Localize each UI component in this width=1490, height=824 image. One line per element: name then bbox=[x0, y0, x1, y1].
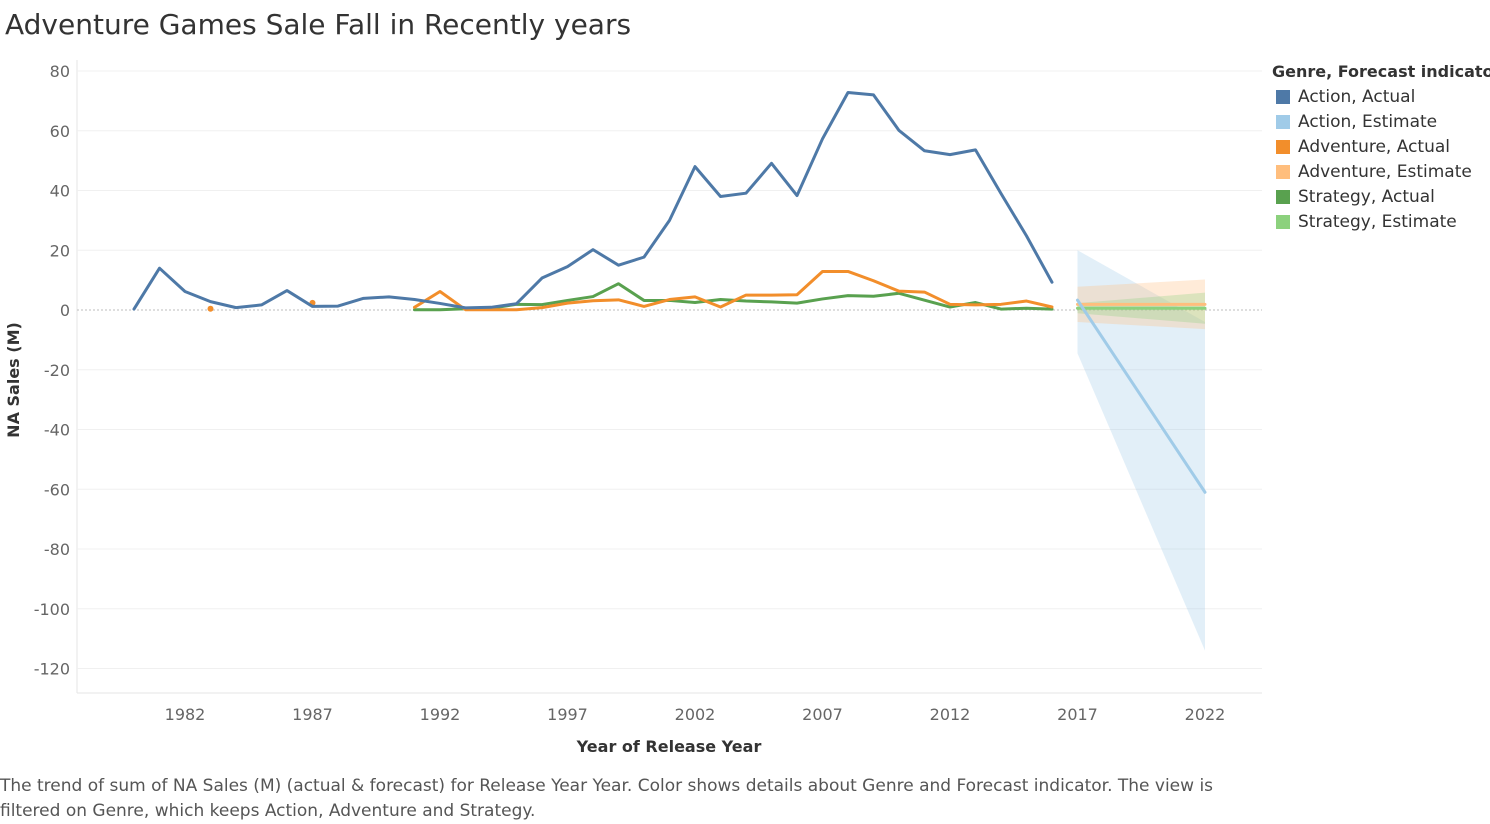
y-tick-label: -40 bbox=[44, 421, 70, 440]
x-tick-label: 1987 bbox=[292, 705, 333, 724]
x-tick-label: 2017 bbox=[1057, 705, 1098, 724]
y-axis-title: NA Sales (M) bbox=[4, 322, 23, 438]
x-axis-ticks: 1982 1987 1992 1997 2002 2007 2012 2017 2022 bbox=[165, 705, 1226, 724]
y-tick-label: -80 bbox=[44, 540, 70, 559]
y-tick-label: 40 bbox=[50, 182, 70, 201]
y-tick-label: -100 bbox=[34, 600, 70, 619]
legend-swatch bbox=[1276, 89, 1290, 104]
chart-title: Adventure Games Sale Fall in Recently ye… bbox=[5, 8, 632, 41]
legend-item[interactable]: Strategy, Estimate bbox=[1272, 209, 1486, 234]
legend-item[interactable]: Adventure, Estimate bbox=[1272, 159, 1486, 184]
y-axis-ticks: 80 60 40 20 0 -20 -40 -60 -80 -100 -120 bbox=[34, 62, 70, 679]
series-line-0 bbox=[132, 91, 1054, 311]
legend-items: Action, Actual Action, Estimate Adventure,… bbox=[1272, 84, 1486, 234]
legend-item[interactable]: Adventure, Actual bbox=[1272, 134, 1486, 159]
legend-swatch bbox=[1276, 114, 1290, 129]
chart-caption: The trend of sum of NA Sales (M) (actual… bbox=[0, 776, 1214, 821]
x-tick-label: 1992 bbox=[420, 705, 461, 724]
x-tick-label: 1982 bbox=[165, 705, 206, 724]
forecast-bands bbox=[1077, 250, 1205, 651]
legend-item[interactable]: Action, Actual bbox=[1272, 84, 1486, 109]
legend-title: Genre, Forecast indicator bbox=[1272, 62, 1490, 81]
legend-label: Action, Estimate bbox=[1298, 111, 1438, 132]
x-axis-title: Year of Release Year bbox=[576, 737, 762, 756]
x-tick-label: 2022 bbox=[1185, 705, 1226, 724]
x-tick-label: 2002 bbox=[675, 705, 716, 724]
legend-swatch bbox=[1276, 189, 1290, 204]
series-line-1 bbox=[1076, 298, 1207, 494]
x-tick-label: 1997 bbox=[547, 705, 588, 724]
legend-label: Strategy, Actual bbox=[1298, 186, 1435, 207]
y-tick-label: -20 bbox=[44, 361, 70, 380]
legend-swatch bbox=[1276, 139, 1290, 154]
series-point-2 bbox=[207, 305, 214, 312]
series-line-2 bbox=[413, 269, 1054, 312]
legend-label: Adventure, Estimate bbox=[1298, 161, 1472, 182]
y-tick-label: 60 bbox=[50, 122, 70, 141]
legend-swatch bbox=[1276, 164, 1290, 179]
y-tick-label: 0 bbox=[60, 301, 70, 320]
y-tick-label: 80 bbox=[50, 62, 70, 81]
legend-item[interactable]: Action, Estimate bbox=[1272, 109, 1486, 134]
y-tick-label: -120 bbox=[34, 660, 70, 679]
legend-label: Action, Actual bbox=[1298, 86, 1416, 107]
legend-swatch bbox=[1276, 214, 1290, 229]
series-lines bbox=[132, 91, 1207, 494]
x-tick-label: 2012 bbox=[930, 705, 971, 724]
y-tick-label: -60 bbox=[44, 480, 70, 499]
y-tick-label: 20 bbox=[50, 241, 70, 260]
grid-lines bbox=[76, 60, 1262, 694]
legend: Genre, Forecast indicator Action, Actual… bbox=[1272, 62, 1490, 234]
legend-label: Adventure, Actual bbox=[1298, 136, 1450, 157]
x-tick-label: 2007 bbox=[802, 705, 843, 724]
legend-label: Strategy, Estimate bbox=[1298, 211, 1457, 232]
legend-item[interactable]: Strategy, Actual bbox=[1272, 184, 1486, 209]
